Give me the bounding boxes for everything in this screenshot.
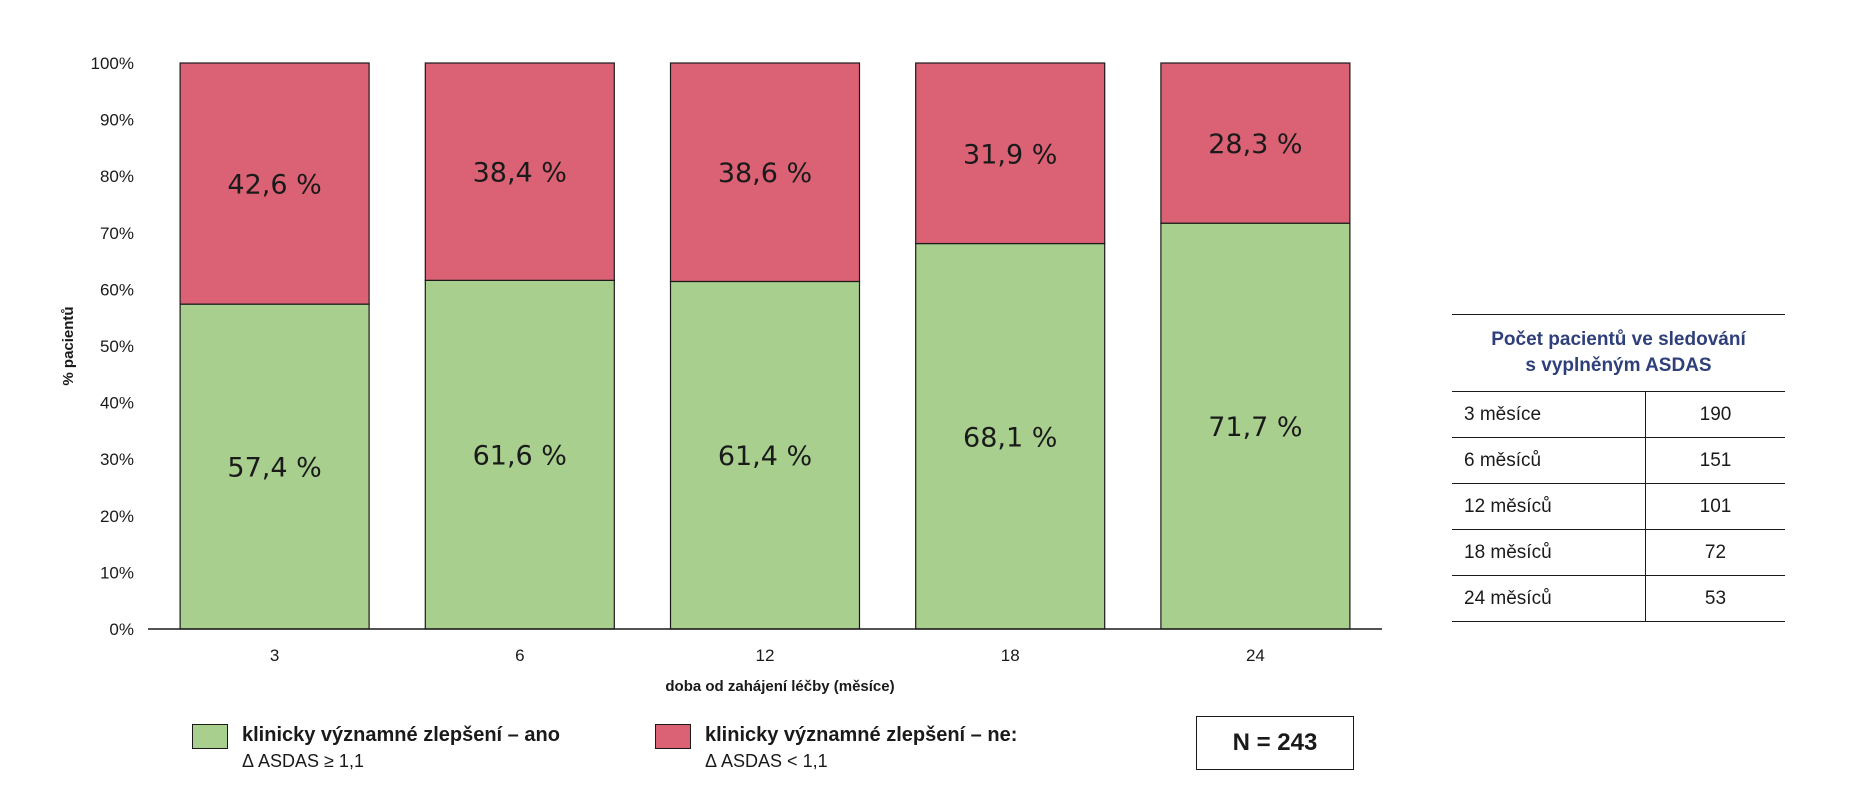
y-tick-label: 10% bbox=[100, 563, 134, 582]
legend-swatch-no bbox=[655, 724, 691, 749]
y-tick-label: 20% bbox=[100, 507, 134, 526]
bar-value-label: 31,9 % bbox=[963, 139, 1057, 170]
legend-item-no: klinicky významné zlepšení – ne: Δ ASDAS… bbox=[655, 722, 1017, 774]
legend-swatch-yes bbox=[192, 724, 228, 749]
row-label: 12 měsíců bbox=[1452, 483, 1646, 530]
bar-value-label: 42,6 % bbox=[227, 170, 321, 201]
y-tick-label: 90% bbox=[100, 111, 134, 130]
table-header-line2: s vyplněným ASDAS bbox=[1525, 355, 1712, 376]
bars: 57,4 % 42,6 % 61,6 % 38,4 % 61,4 % 38,6 % 68,1… bbox=[179, 62, 1351, 630]
bar-value-label: 28,3 % bbox=[1208, 129, 1302, 160]
bar-segment-yes bbox=[424, 279, 615, 630]
legend-no-label: klinicky významné zlepšení – ne: bbox=[705, 724, 1018, 746]
bar-segment-no bbox=[915, 62, 1106, 245]
table-header-line1: Počet pacientů ve sledování bbox=[1491, 329, 1746, 350]
bar-segment-no bbox=[1160, 62, 1351, 224]
row-value: 190 bbox=[1645, 391, 1785, 438]
legend-item-yes: klinicky významné zlepšení – ano Δ ASDAS… bbox=[192, 722, 560, 774]
row-label: 6 měsíců bbox=[1452, 437, 1646, 484]
bar-segment-no bbox=[669, 62, 861, 283]
y-tick-label: 70% bbox=[100, 224, 134, 243]
bar-segment-no bbox=[424, 62, 615, 281]
x-tick-label: 6 bbox=[515, 646, 524, 665]
bar-value-label: 61,4 % bbox=[718, 441, 812, 472]
legend-no-criterion: Δ ASDAS < 1,1 bbox=[705, 751, 828, 771]
row-label: 3 měsíce bbox=[1452, 391, 1646, 438]
row-value: 101 bbox=[1645, 483, 1785, 530]
x-tick-label: 24 bbox=[1246, 646, 1265, 665]
table-row: 24 měsíců 53 bbox=[1452, 575, 1785, 622]
bar-value-label: 38,4 % bbox=[473, 158, 567, 189]
y-tick-label: 80% bbox=[100, 167, 134, 186]
y-tick-label: 0% bbox=[109, 620, 134, 639]
table-row: 6 měsíců 151 bbox=[1452, 437, 1785, 484]
x-axis-title: doba od zahájení léčby (měsíce) bbox=[665, 678, 894, 695]
bar-segment-no bbox=[179, 62, 370, 305]
y-tick-label: 40% bbox=[100, 394, 134, 413]
x-tick-label: 12 bbox=[756, 646, 775, 665]
sample-size-box: N = 243 bbox=[1196, 716, 1354, 770]
row-label: 18 měsíců bbox=[1452, 529, 1646, 576]
bar-value-label: 57,4 % bbox=[227, 453, 321, 484]
table-row: 12 měsíců 101 bbox=[1452, 483, 1785, 530]
x-tick-label: 3 bbox=[270, 646, 279, 665]
y-axis-ticks: 0% 10% 20% 30% 40% 50% 60% 70% 80% 90% 100% bbox=[91, 54, 134, 639]
row-label: 24 měsíců bbox=[1452, 575, 1646, 622]
row-value: 72 bbox=[1645, 529, 1785, 576]
y-tick-label: 100% bbox=[91, 54, 134, 73]
bar-value-label: 61,6 % bbox=[473, 441, 567, 472]
x-tick-label: 18 bbox=[1001, 646, 1020, 665]
bar-value-label: 68,1 % bbox=[963, 422, 1057, 453]
table-row: 3 měsíce 190 bbox=[1452, 391, 1785, 438]
bar-value-label: 38,6 % bbox=[718, 158, 812, 189]
bar-value-label: 71,7 % bbox=[1208, 412, 1302, 443]
y-tick-label: 30% bbox=[100, 450, 134, 469]
x-axis-ticks: 3 6 12 18 24 bbox=[270, 646, 1265, 665]
y-tick-label: 50% bbox=[100, 337, 134, 356]
y-axis-title: % pacientů bbox=[60, 306, 77, 385]
bar-segment-yes bbox=[915, 242, 1106, 630]
patient-count-table: Počet pacientů ve sledování s vyplněným … bbox=[1452, 314, 1785, 622]
bar-segment-yes bbox=[669, 280, 861, 630]
bar-segment-yes bbox=[179, 303, 370, 630]
stacked-bar-chart: 0% 10% 20% 30% 40% 50% 60% 70% 80% 90% 100% 57,4 %… bbox=[60, 54, 1382, 695]
legend-yes-label: klinicky významné zlepšení – ano bbox=[242, 724, 560, 746]
row-value: 53 bbox=[1645, 575, 1785, 622]
table-row: 18 měsíců 72 bbox=[1452, 529, 1785, 576]
row-value: 151 bbox=[1645, 437, 1785, 484]
table-header: Počet pacientů ve sledování s vyplněným … bbox=[1452, 314, 1785, 392]
bar-segment-yes bbox=[1160, 222, 1351, 630]
y-tick-label: 60% bbox=[100, 280, 134, 299]
legend-yes-criterion: Δ ASDAS ≥ 1,1 bbox=[242, 751, 364, 771]
